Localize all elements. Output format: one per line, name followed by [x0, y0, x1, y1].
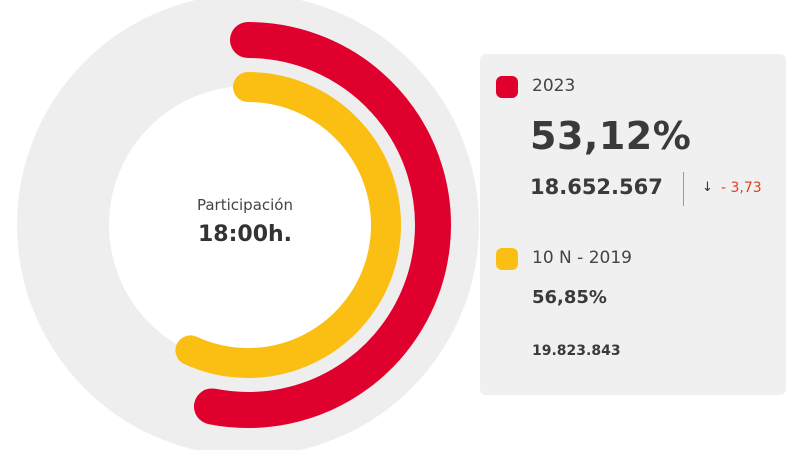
- legend-label-10n-2019: 10 N - 2019: [532, 248, 632, 268]
- legend-swatch-2023: [496, 76, 518, 98]
- participation-radial-chart: [17, 0, 479, 450]
- center-time: 18:00h.: [197, 222, 293, 247]
- arc-2023: [193, 22, 451, 428]
- current-count: 18.652.567: [530, 175, 663, 199]
- previous-count: 19.823.843: [532, 343, 621, 359]
- center-label: Participación: [196, 196, 293, 214]
- arc-10n-2019: [175, 72, 401, 378]
- current-percent: 53,12%: [530, 114, 692, 158]
- delta-value: - 3,73: [721, 180, 762, 196]
- arrow-down-icon: ↓: [702, 180, 713, 195]
- legend-label-2023: 2023: [532, 76, 576, 96]
- previous-percent: 56,85%: [532, 287, 607, 308]
- legend-panel: 2023 53,12% 18.652.567 ↓ - 3,73 10 N - 2…: [480, 54, 786, 395]
- legend-swatch-10n-2019: [496, 248, 518, 270]
- delta-divider: [683, 172, 684, 206]
